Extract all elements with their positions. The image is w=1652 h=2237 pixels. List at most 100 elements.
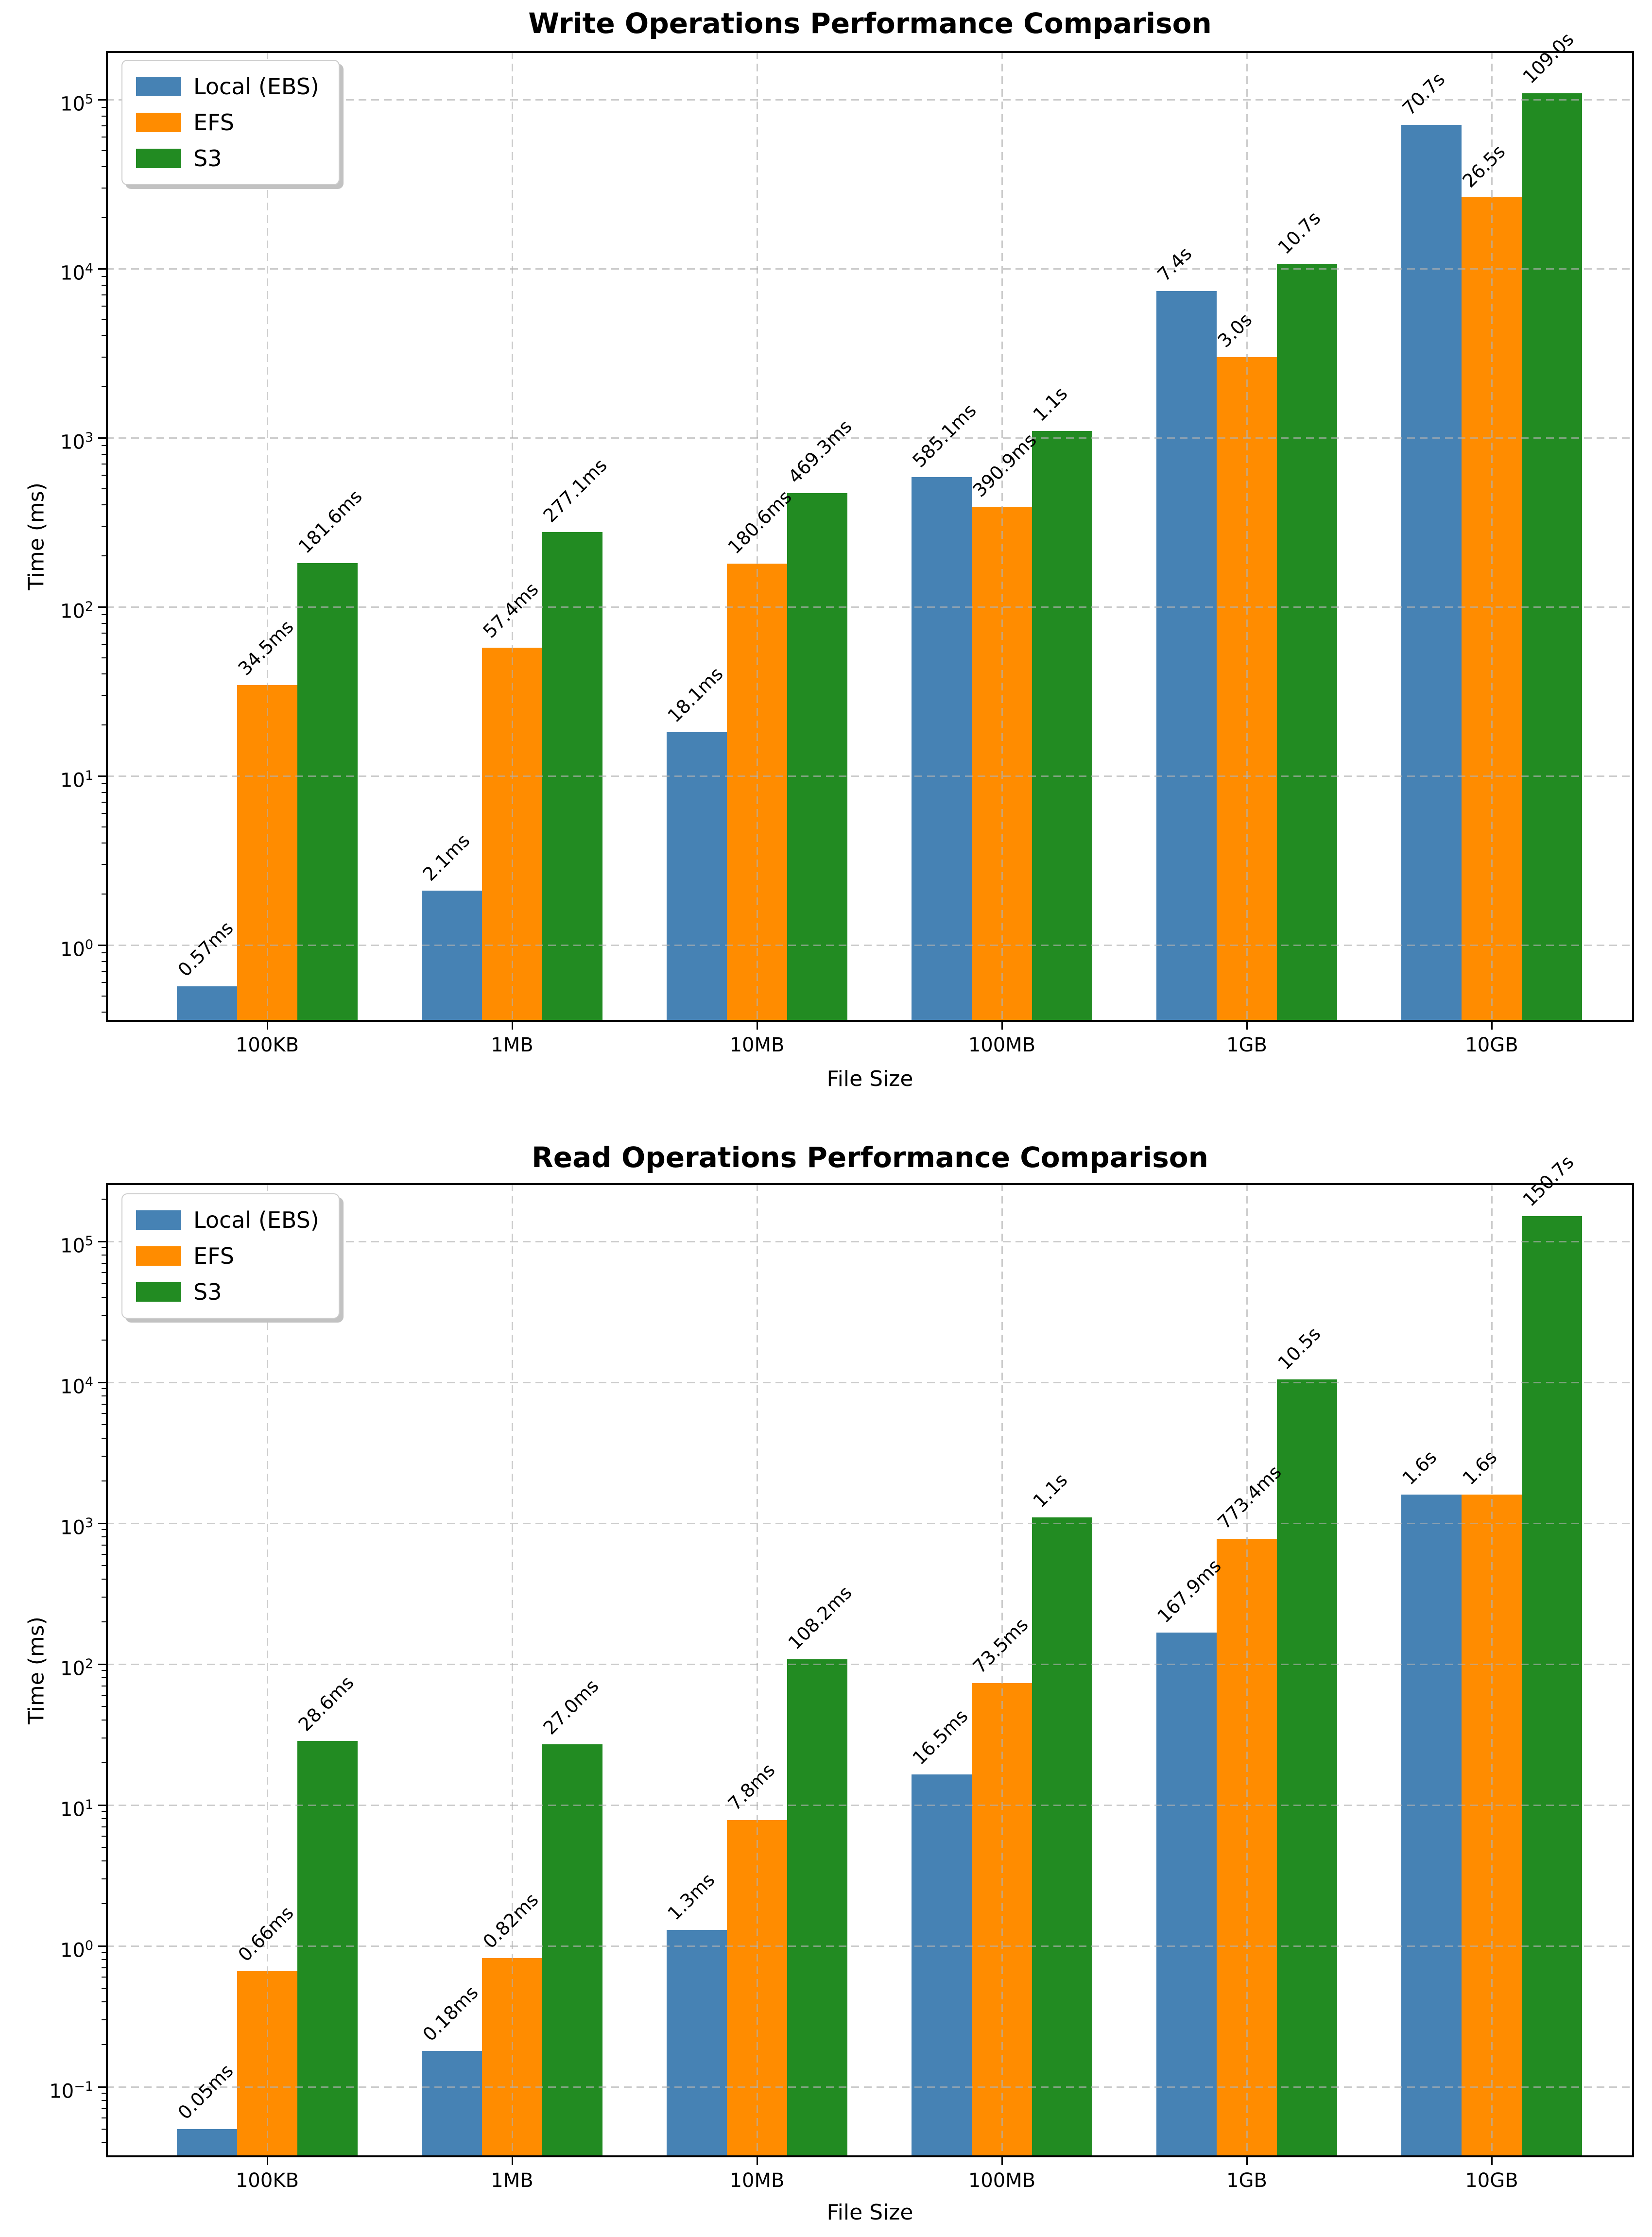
y-minor-tick <box>102 1677 106 1679</box>
x-axis-title: File Size <box>826 2200 913 2225</box>
y-minor-tick <box>102 1959 106 1961</box>
y-tick-label: 104 <box>60 261 93 285</box>
x-gridline <box>266 1183 268 2157</box>
y-minor-tick <box>102 982 106 983</box>
bar <box>667 732 727 1022</box>
x-tick <box>1246 2157 1248 2165</box>
bar <box>422 2050 482 2157</box>
y-minor-tick <box>102 2142 106 2144</box>
bar <box>422 890 482 1022</box>
y-minor-tick <box>102 1529 106 1531</box>
bar <box>297 563 358 1022</box>
y-minor-tick <box>102 1544 106 1546</box>
y-minor-tick <box>102 335 106 337</box>
bar-value-label: 7.8ms <box>723 1759 779 1815</box>
legend-item: Local (EBS) <box>136 1209 319 1231</box>
y-minor-tick <box>102 657 106 658</box>
y-minor-tick <box>102 1762 106 1763</box>
bar-value-label: 1.6s <box>1398 1446 1441 1489</box>
legend-label: EFS <box>193 1243 234 1269</box>
y-axis-title: Time (ms) <box>24 1616 49 1724</box>
y-minor-tick <box>102 792 106 793</box>
x-gridline <box>511 51 513 1022</box>
bar <box>1277 263 1337 1022</box>
y-gridline <box>106 1522 1634 1524</box>
y-minor-tick <box>102 1967 106 1968</box>
y-minor-tick <box>102 2129 106 2130</box>
bar-value-label: 108.2ms <box>784 1582 856 1654</box>
y-tick-label: 102 <box>60 599 93 623</box>
y-minor-tick <box>102 166 106 168</box>
bar <box>1277 1379 1337 2157</box>
y-tick-label: 102 <box>60 1656 93 1680</box>
y-minor-tick <box>102 115 106 117</box>
y-gridline <box>106 99 1634 101</box>
y-minor-tick <box>102 1903 106 1904</box>
y-minor-tick <box>102 970 106 972</box>
y-minor-tick <box>102 463 106 465</box>
bar-value-label: 28.6ms <box>294 1671 358 1736</box>
y-minor-tick <box>102 150 106 151</box>
legend-swatch-s3 <box>136 1282 181 1302</box>
y-minor-tick <box>102 1695 106 1696</box>
bar <box>1522 93 1582 1022</box>
y-minor-tick <box>102 1621 106 1622</box>
x-gridline <box>1001 51 1003 1022</box>
y-minor-tick <box>102 1565 106 1566</box>
bar-value-label: 0.82ms <box>479 1889 543 1953</box>
y-minor-tick <box>102 1455 106 1457</box>
legend-swatch-s3 <box>136 149 181 168</box>
y-minor-tick <box>102 1596 106 1598</box>
y-minor-tick <box>102 1826 106 1827</box>
x-tick <box>756 2157 758 2165</box>
y-tick-label: 105 <box>60 1234 93 1257</box>
y-minor-tick <box>102 453 106 455</box>
y-minor-tick <box>102 1272 106 1273</box>
y-minor-tick <box>102 137 106 138</box>
y-minor-tick <box>102 445 106 446</box>
bar <box>1522 1216 1582 2157</box>
bar-value-label: 27.0ms <box>539 1675 603 1739</box>
y-minor-tick <box>102 1860 106 1862</box>
y-tick <box>98 1381 106 1383</box>
y-minor-tick <box>102 1988 106 1989</box>
legend-label: S3 <box>193 145 222 172</box>
y-tick <box>98 437 106 439</box>
y-gridline <box>106 606 1634 608</box>
x-tick-label: 1GB <box>1226 2169 1267 2192</box>
y-tick-label: 100 <box>60 1938 93 1962</box>
y-tick-label: 101 <box>60 768 93 792</box>
y-minor-tick <box>102 1255 106 1256</box>
y-tick-label: 104 <box>60 1375 93 1398</box>
y-tick-label: 101 <box>60 1797 93 1821</box>
y-minor-tick <box>102 1314 106 1316</box>
x-tick <box>1001 1022 1003 1030</box>
x-tick-label: 10MB <box>729 1034 785 1056</box>
y-minor-tick <box>102 961 106 962</box>
x-tick-label: 10GB <box>1465 1034 1518 1056</box>
y-minor-tick <box>102 801 106 803</box>
y-minor-tick <box>102 1339 106 1341</box>
y-gridline <box>106 944 1634 946</box>
legend-item: EFS <box>136 111 319 134</box>
y-tick <box>98 944 106 946</box>
x-tick-label: 10MB <box>729 2169 785 2192</box>
bar-value-label: 1.6s <box>1458 1446 1501 1489</box>
bar <box>912 1774 972 2157</box>
y-minor-tick <box>102 724 106 726</box>
y-tick <box>98 268 106 270</box>
y-minor-tick <box>102 894 106 895</box>
x-tick <box>1246 1022 1248 1030</box>
y-minor-tick <box>102 2044 106 2045</box>
y-tick <box>98 606 106 608</box>
plot-area: 100 101 102 103 104 105 100KB 1MB 10MB 100MB 1GB 10… <box>60 29 1634 1056</box>
y-minor-tick <box>102 488 106 489</box>
x-tick <box>1491 2157 1493 2165</box>
x-tick <box>511 2157 513 2165</box>
y-minor-tick <box>102 1952 106 1953</box>
legend-swatch-efs <box>136 1246 181 1266</box>
x-gridline <box>1491 1183 1493 2157</box>
